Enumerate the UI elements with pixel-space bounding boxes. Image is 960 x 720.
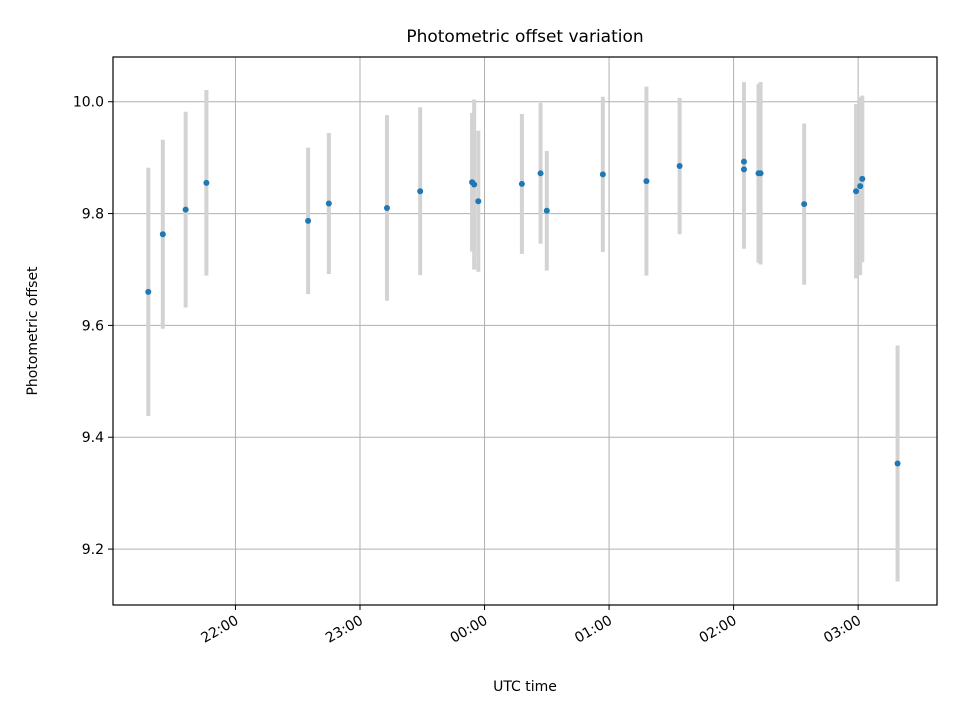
- data-point: [383, 204, 390, 211]
- y-tick-label: 9.6: [82, 318, 104, 334]
- y-ticks: 9.2 9.4 9.6 9.8 10.0: [73, 95, 113, 558]
- data-point: [599, 171, 606, 178]
- data-point: [182, 206, 189, 213]
- y-tick-label: 9.2: [82, 542, 104, 558]
- plot-frame: [112, 56, 938, 606]
- data-point: [417, 188, 424, 195]
- data-point: [894, 460, 901, 467]
- chart-title: Photometric offset variation: [406, 27, 643, 47]
- y-tick-label: 9.8: [82, 207, 104, 223]
- y-tick-label: 10.0: [73, 95, 104, 111]
- data-point: [159, 231, 166, 238]
- data-point: [543, 207, 550, 214]
- data-point: [203, 179, 210, 186]
- data-point: [859, 175, 866, 182]
- data-point: [145, 288, 152, 295]
- markers: [145, 158, 901, 467]
- data-point: [740, 158, 747, 165]
- data-point: [740, 166, 747, 173]
- data-point: [475, 198, 482, 205]
- data-point: [643, 178, 650, 185]
- data-point: [801, 201, 808, 208]
- data-point: [325, 200, 332, 207]
- data-point: [853, 188, 860, 195]
- data-point: [757, 170, 764, 177]
- y-axis-label: Photometric offset: [25, 266, 41, 396]
- data-point: [471, 181, 478, 188]
- data-point: [857, 183, 864, 190]
- data-point: [305, 217, 312, 224]
- data-point: [676, 163, 683, 170]
- data-point: [537, 170, 544, 177]
- y-tick-label: 9.4: [82, 430, 104, 446]
- grid: [113, 57, 937, 605]
- data-point: [518, 180, 525, 187]
- x-axis-label: UTC time: [493, 679, 557, 695]
